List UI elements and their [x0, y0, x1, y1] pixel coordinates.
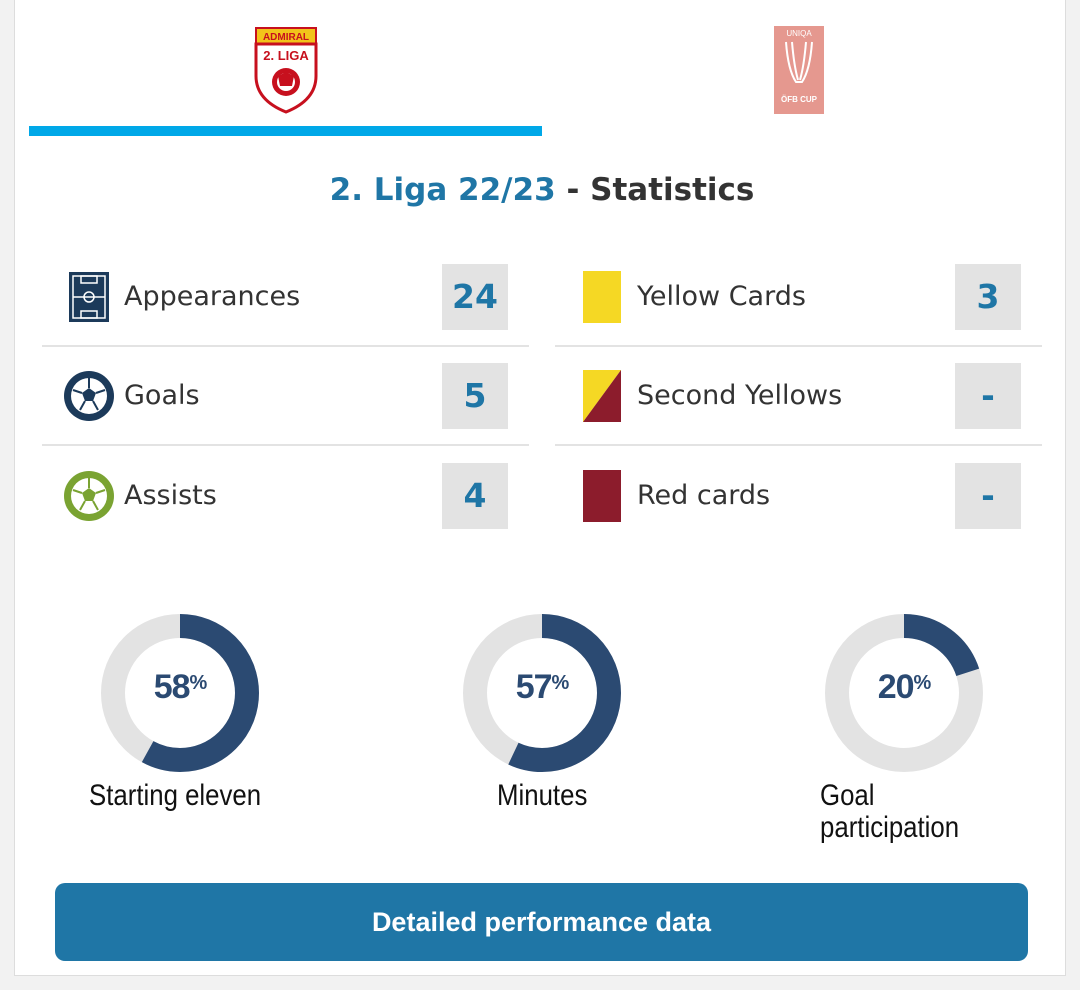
donut-chart	[463, 614, 621, 772]
donut-fill-arc	[825, 614, 983, 772]
stat-value: 4	[442, 462, 508, 529]
percent-value: 58	[153, 668, 191, 706]
donut-fill-arc	[101, 614, 259, 772]
stat-row-second-yellows: Second Yellows -	[555, 347, 1042, 446]
donut-percent: 20%	[823, 668, 985, 707]
active-tab-indicator	[29, 126, 542, 136]
donut-percent: 58%	[99, 668, 261, 707]
percent-sign: %	[189, 672, 208, 694]
stat-label: Assists	[124, 480, 217, 511]
stat-row-appearances: Appearances 24	[42, 248, 529, 347]
donut-label: Goal participation	[820, 779, 960, 844]
detailed-performance-button[interactable]: Detailed performance data	[55, 883, 1028, 961]
donut-starting-eleven: 58% Starting eleven	[89, 612, 299, 862]
statistics-card: ADMIRAL 2. LIGA UNIQA ÖFB CUP 2. Liga 22…	[14, 0, 1066, 976]
assist-ball-icon	[62, 469, 116, 523]
stat-row-red-cards: Red cards -	[555, 446, 1042, 545]
title-separator: -	[566, 172, 580, 208]
stat-label: Red cards	[637, 480, 771, 511]
cup-logo-main-text: ÖFB CUP	[781, 95, 818, 104]
donut-label: Starting eleven	[89, 779, 262, 812]
ball-icon	[62, 369, 116, 423]
red-card-icon	[575, 469, 629, 523]
2-liga-logo-icon: ADMIRAL 2. LIGA	[254, 27, 317, 114]
percent-sign: %	[551, 672, 570, 694]
ofb-cup-logo-icon: UNIQA ÖFB CUP	[773, 26, 824, 114]
stat-value: -	[955, 462, 1021, 529]
competition-tabs: ADMIRAL 2. LIGA UNIQA ÖFB CUP	[29, 0, 1055, 136]
donut-label: Minutes	[497, 779, 588, 812]
liga-logo-top-text: ADMIRAL	[262, 32, 308, 43]
stat-label: Goals	[124, 380, 200, 411]
stat-row-goals: Goals 5	[42, 347, 529, 446]
stat-row-yellow-cards: Yellow Cards 3	[555, 248, 1042, 347]
donut-chart	[101, 614, 259, 772]
stat-row-assists: Assists 4	[42, 446, 529, 545]
stats-left-column: Appearances 24 Goals 5	[42, 248, 529, 545]
liga-logo-main-text: 2. LIGA	[263, 48, 309, 63]
percent-value: 57	[515, 668, 553, 706]
stats-right-column: Yellow Cards 3 Second Yellows - Red card…	[555, 248, 1042, 545]
title-word: Statistics	[590, 172, 755, 208]
donut-goal-participation: 20% Goal participation	[820, 612, 1023, 862]
second-yellow-icon	[575, 369, 629, 423]
stat-label: Yellow Cards	[637, 281, 806, 312]
cup-logo-top-text: UNIQA	[786, 29, 812, 38]
stat-label: Appearances	[124, 281, 301, 312]
donut-minutes: 57% Minutes	[461, 612, 661, 862]
donut-percent: 57%	[461, 668, 623, 707]
stat-value: 3	[955, 263, 1021, 330]
stat-value: -	[955, 362, 1021, 429]
donut-chart	[825, 614, 983, 772]
stat-label: Second Yellows	[637, 380, 843, 411]
pitch-icon	[62, 270, 116, 324]
stat-value: 24	[442, 263, 508, 330]
percent-sign: %	[913, 672, 932, 694]
tab-ofb-cup[interactable]: UNIQA ÖFB CUP	[542, 0, 1055, 136]
competition-name: 2. Liga 22/23	[329, 172, 556, 208]
stat-value: 5	[442, 362, 508, 429]
donut-fill-arc	[463, 614, 621, 772]
yellow-card-icon	[575, 270, 629, 324]
percent-value: 20	[877, 668, 915, 706]
tab-2-liga[interactable]: ADMIRAL 2. LIGA	[29, 0, 542, 136]
section-title: 2. Liga 22/23 - Statistics	[29, 172, 1055, 208]
